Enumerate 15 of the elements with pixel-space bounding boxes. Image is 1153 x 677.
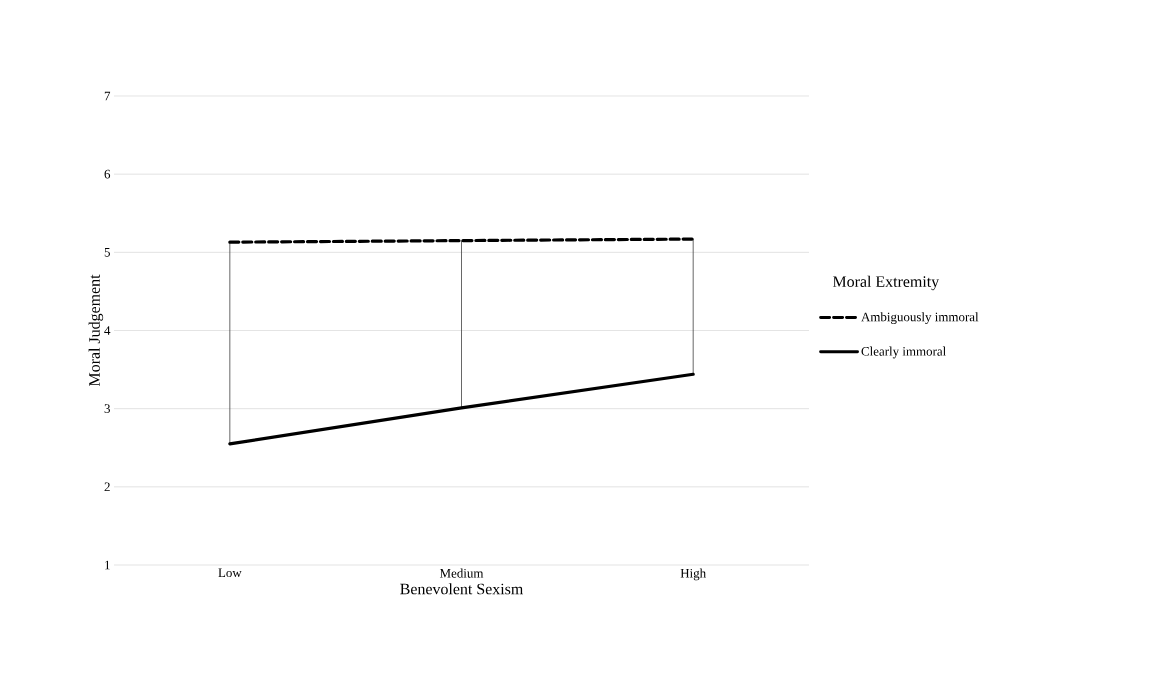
y-tick-label: 4 xyxy=(104,326,111,335)
y-tick-label: 2 xyxy=(104,482,110,492)
x-axis-title: Benevolent Sexism xyxy=(400,583,524,595)
x-tick-label: Medium xyxy=(439,568,484,578)
x-tick-label: High xyxy=(680,568,706,581)
y-tick-label: 5 xyxy=(104,248,110,257)
y-tick-label: 7 xyxy=(104,91,111,101)
y-tick-label: 3 xyxy=(104,404,110,414)
y-tick-label: 1 xyxy=(105,560,110,570)
y-axis-title: Moral Judgement xyxy=(88,274,104,387)
legend-label: Ambiguously immoral xyxy=(861,312,979,325)
legend-title: Moral Extremity xyxy=(832,275,940,291)
x-tick-label: Low xyxy=(218,568,242,578)
legend-label: Clearly immoral xyxy=(861,346,946,359)
y-tick-label: 6 xyxy=(104,169,111,179)
